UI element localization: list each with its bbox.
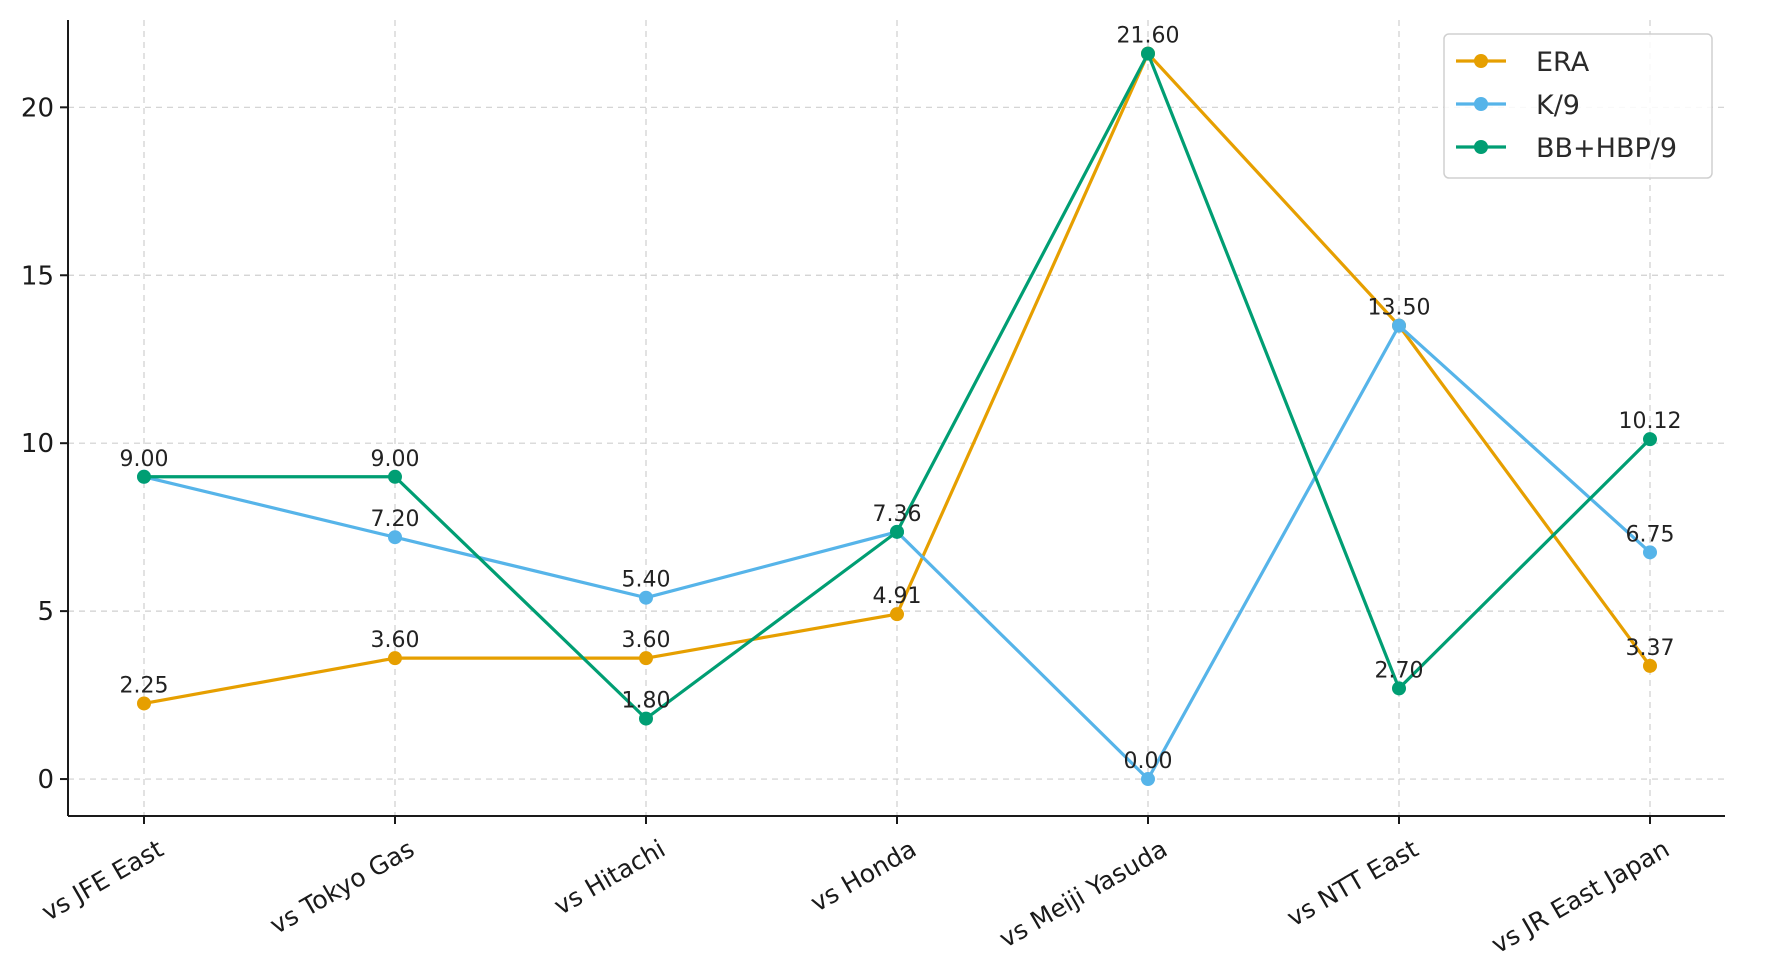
data-label: 9.00 [371,447,420,472]
legend-label: ERA [1536,47,1590,78]
data-point[interactable] [639,651,653,666]
data-label: 3.60 [622,628,671,653]
data-point[interactable] [388,469,402,484]
x-tick-label: vs Tokyo Gas [265,834,419,940]
data-point[interactable] [1141,772,1155,787]
x-tick-label: vs JR East Japan [1486,834,1674,959]
data-point[interactable] [890,524,904,539]
data-label: 4.91 [873,584,922,609]
data-label: 2.25 [120,673,169,698]
series-bb-hbp-9 [137,46,1657,726]
data-label: 7.20 [371,507,420,532]
data-point[interactable] [388,651,402,666]
data-point[interactable] [639,590,653,605]
y-tick-label: 20 [21,93,54,123]
y-tick-label: 5 [37,597,54,627]
data-point[interactable] [1643,545,1657,560]
legend-label: BB+HBP/9 [1536,133,1677,164]
legend-item[interactable]: K/9 [1456,90,1580,121]
data-label: 5.40 [622,568,671,593]
x-tick-label: vs JFE East [37,834,169,927]
data-label: 1.80 [622,689,671,714]
data-label: 13.50 [1368,296,1431,321]
data-point[interactable] [1392,681,1406,696]
data-label: 7.36 [873,502,922,527]
legend: ERA K/9 BB+HBP/9 [1443,33,1713,179]
data-point[interactable] [137,696,151,711]
legend-item[interactable]: ERA [1456,47,1590,78]
y-tick-label: 10 [21,429,54,459]
data-label: 6.75 [1626,522,1675,547]
data-point[interactable] [388,530,402,545]
x-tick-label: vs Hitachi [549,834,670,921]
x-tick-label: vs NTT East [1282,834,1424,932]
data-point[interactable] [639,711,653,726]
legend-item[interactable]: BB+HBP/9 [1456,133,1677,164]
legend-marker [1474,97,1488,111]
data-point[interactable] [890,607,904,622]
data-point[interactable] [1643,432,1657,447]
data-point[interactable] [1643,658,1657,673]
legend-marker [1474,54,1488,68]
data-label: 2.70 [1375,658,1424,683]
y-tick-label: 0 [37,765,54,795]
data-point[interactable] [1141,46,1155,61]
series-layer [137,46,1657,787]
legend-marker [1474,140,1488,154]
x-tick-label: vs Honda [805,834,921,918]
x-tick-label: vs Meiji Yasuda [994,834,1172,953]
y-tick-label: 15 [21,261,54,291]
legend-box [1443,33,1713,179]
data-label: 9.00 [120,447,169,472]
data-point[interactable] [1392,318,1406,333]
data-label: 3.60 [371,628,420,653]
data-point[interactable] [137,469,151,484]
data-label-layer: 2.25 3.60 3.60 4.91 3.37 7.20 5.40 0.00 13.50 6.7… [120,24,1682,774]
data-label: 21.60 [1117,24,1180,49]
data-label: 0.00 [1124,749,1173,774]
data-label: 10.12 [1619,409,1682,434]
legend-label: K/9 [1536,90,1580,121]
data-label: 3.37 [1626,636,1675,661]
